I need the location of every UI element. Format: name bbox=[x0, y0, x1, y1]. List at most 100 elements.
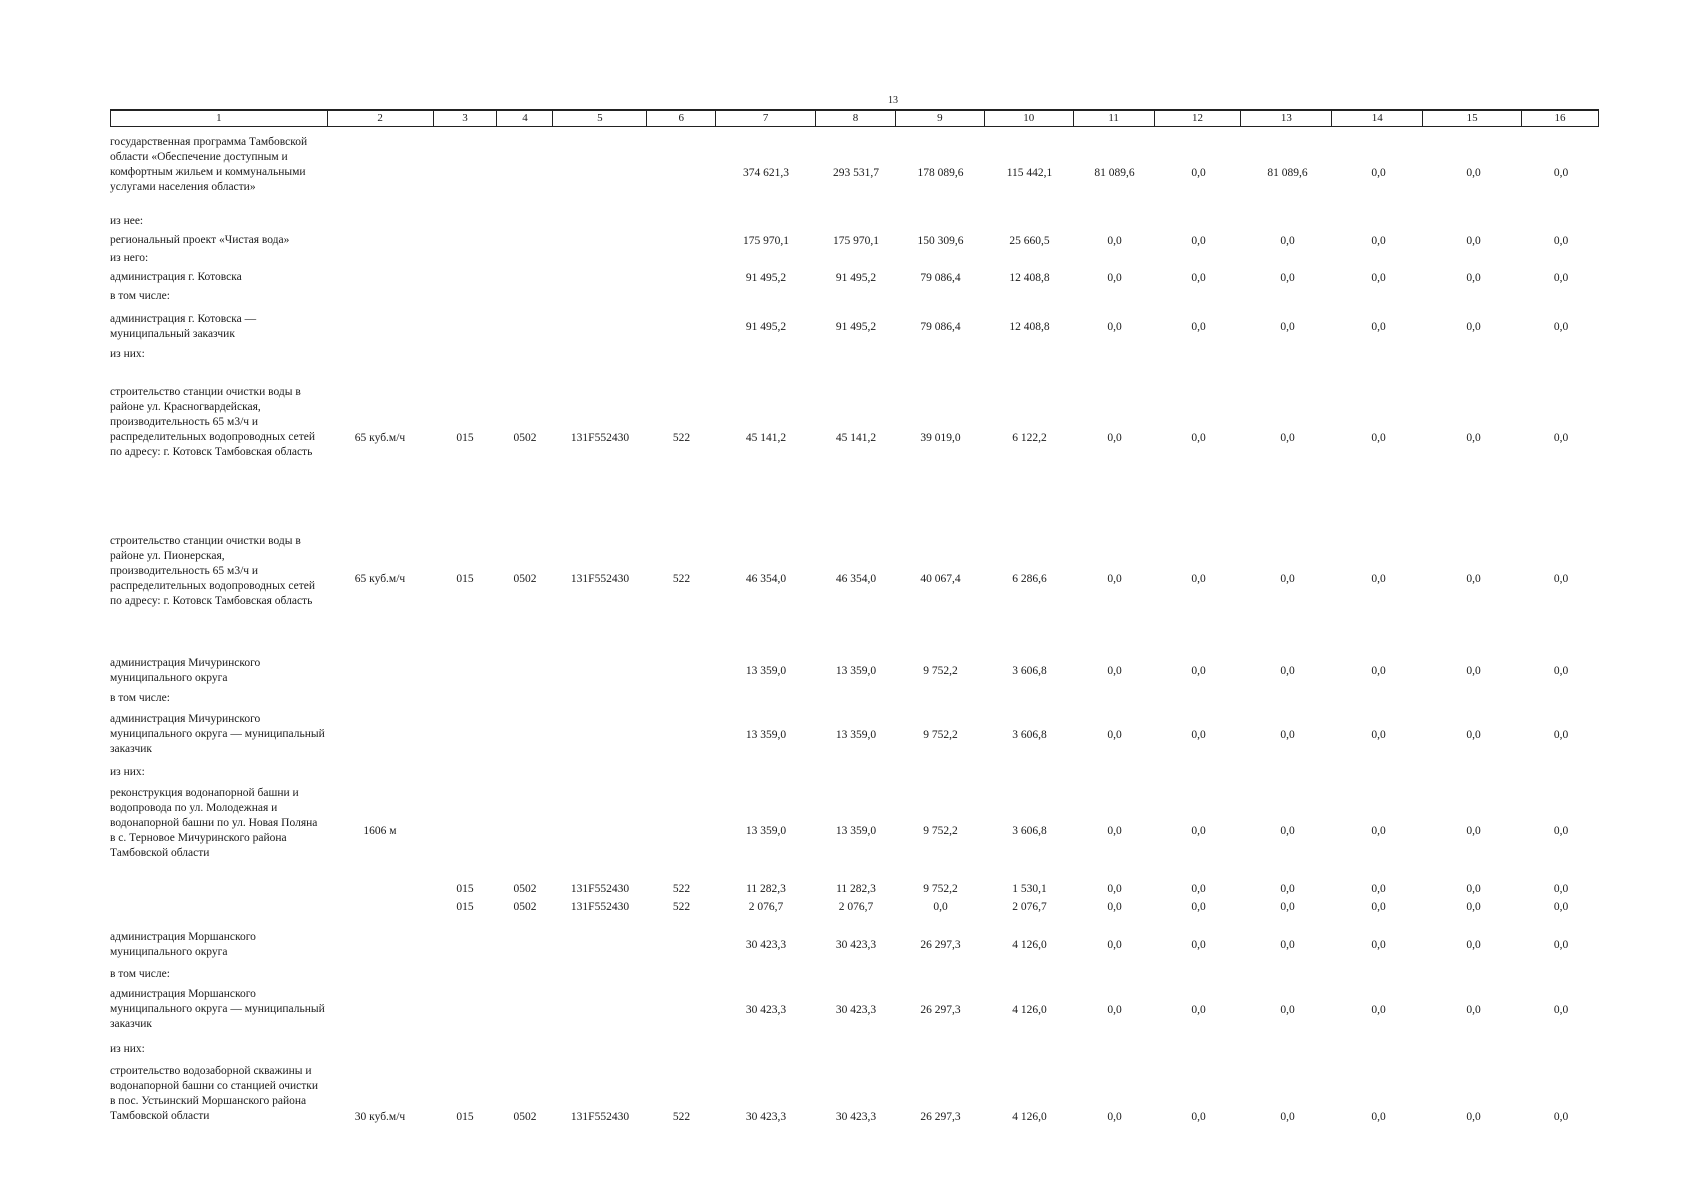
cell-col-14: 0,0 bbox=[1371, 321, 1386, 333]
cell-col-9: 0,0 bbox=[933, 901, 948, 913]
table-row: администрация Мичуринского муниципальног… bbox=[110, 656, 1599, 686]
row-label: строительство станции очистки воды в рай… bbox=[110, 535, 316, 607]
cell-col-16: 0,0 bbox=[1553, 573, 1569, 585]
cell-col-3: 015 bbox=[456, 1110, 474, 1123]
header-col-7: 7 bbox=[716, 111, 817, 126]
page-number: 13 bbox=[888, 95, 898, 106]
cell-col-12: 0,0 bbox=[1191, 272, 1206, 284]
cell-col-10: 6 122,2 bbox=[1012, 431, 1047, 444]
table-row: 015 0502 131F552430 522 11 282,3 11 282,3 9 75… bbox=[110, 881, 1599, 897]
cell-col-15: 0,0 bbox=[1466, 1110, 1481, 1123]
cell-col-12: 0,0 bbox=[1191, 728, 1206, 741]
cell-col-12: 0,0 bbox=[1191, 431, 1206, 444]
cell-col-15: 0,0 bbox=[1466, 1003, 1481, 1016]
cell-col-12: 0,0 bbox=[1191, 665, 1206, 677]
cell-col-3: 015 bbox=[456, 883, 474, 895]
cell-col-7: 11 282,3 bbox=[746, 883, 786, 895]
table-row: администрация Моршанского муниципального… bbox=[110, 930, 1599, 960]
row-label: администрация Мичуринского муниципальног… bbox=[110, 657, 261, 684]
cell-col-14: 0,0 bbox=[1371, 166, 1386, 179]
cell-col-16: 0,0 bbox=[1553, 939, 1569, 951]
cell-col-4: 0502 bbox=[513, 901, 537, 913]
table-row: государственная программа Тамбовской обл… bbox=[110, 135, 1599, 210]
cell-col-9: 79 086,4 bbox=[920, 272, 961, 284]
cell-col-9: 40 067,4 bbox=[920, 573, 961, 585]
cell-col-11: 0,0 bbox=[1107, 272, 1122, 284]
cell-col-10: 3 606,8 bbox=[1012, 825, 1047, 837]
cell-col-13: 0,0 bbox=[1280, 665, 1295, 677]
cell-col-13: 0,0 bbox=[1280, 939, 1295, 951]
cell-col-14: 0,0 bbox=[1371, 901, 1386, 913]
cell-col-14: 0,0 bbox=[1371, 235, 1386, 247]
header-col-2: 2 bbox=[328, 111, 434, 126]
cell-col-8: 46 354,0 bbox=[835, 573, 877, 585]
cell-col-9: 26 297,3 bbox=[920, 939, 961, 951]
header-col-14: 14 bbox=[1332, 111, 1424, 126]
header-col-12: 12 bbox=[1155, 111, 1242, 126]
cell-col-14: 0,0 bbox=[1371, 939, 1386, 951]
cell-col-11: 0,0 bbox=[1107, 825, 1122, 837]
cell-col-8: 45 141,2 bbox=[835, 431, 877, 444]
cell-col-11: 0,0 bbox=[1107, 1110, 1122, 1123]
header-col-4: 4 bbox=[497, 111, 554, 126]
cell-col-15: 0,0 bbox=[1466, 166, 1481, 179]
cell-col-14: 0,0 bbox=[1371, 728, 1386, 741]
row-label: из них: bbox=[110, 1043, 145, 1055]
row-label: из нее: bbox=[110, 215, 144, 227]
table-row: администрация Моршанского муниципального… bbox=[110, 987, 1599, 1032]
row-label: администрация Моршанского муниципального… bbox=[110, 931, 256, 958]
cell-col-7: 13 359,0 bbox=[745, 728, 787, 741]
cell-col-16: 0,0 bbox=[1553, 883, 1569, 895]
cell-col-11: 0,0 bbox=[1107, 235, 1122, 247]
cell-col-11: 0,0 bbox=[1107, 939, 1122, 951]
cell-col-10: 3 606,8 bbox=[1012, 665, 1047, 677]
cell-col-15: 0,0 bbox=[1466, 901, 1481, 913]
cell-col-12: 0,0 bbox=[1191, 166, 1206, 179]
cell-col-14: 0,0 bbox=[1371, 272, 1386, 284]
cell-col-7: 13 359,0 bbox=[745, 825, 787, 837]
cell-col-10: 6 286,6 bbox=[1012, 573, 1047, 585]
cell-col-7: 13 359,0 bbox=[745, 665, 787, 677]
table-row: из них: bbox=[110, 347, 1599, 363]
cell-col-6: 522 bbox=[672, 1110, 691, 1123]
cell-col-5: 131F552430 bbox=[570, 901, 630, 913]
cell-col-13: 0,0 bbox=[1280, 431, 1295, 444]
cell-col-8: 13 359,0 bbox=[835, 665, 877, 677]
table-row: администрация г. Котовска — муниципальны… bbox=[110, 312, 1599, 342]
cell-col-10: 4 126,0 bbox=[1012, 1110, 1047, 1123]
cell-col-8: 293 531,7 bbox=[833, 166, 879, 179]
cell-col-7: 46 354,0 bbox=[745, 573, 787, 585]
cell-col-7: 30 423,3 bbox=[745, 1003, 787, 1016]
cell-col-11: 0,0 bbox=[1107, 883, 1122, 895]
cell-col-15: 0,0 bbox=[1466, 728, 1481, 741]
cell-col-13: 0,0 bbox=[1280, 321, 1295, 333]
cell-col-13: 0,0 bbox=[1280, 573, 1295, 585]
cell-col-16: 0,0 bbox=[1553, 901, 1569, 913]
header-col-11: 11 bbox=[1074, 111, 1155, 126]
cell-col-16: 0,0 bbox=[1553, 235, 1569, 247]
cell-col-11: 81 089,6 bbox=[1094, 166, 1135, 179]
cell-col-8: 30 423,3 bbox=[835, 939, 877, 951]
cell-col-8: 30 423,3 bbox=[835, 1003, 877, 1016]
cell-col-7: 175 970,1 bbox=[743, 235, 789, 247]
cell-col-9: 79 086,4 bbox=[920, 321, 961, 333]
row-label: в том числе: bbox=[110, 290, 170, 302]
cell-col-15: 0,0 bbox=[1466, 939, 1481, 951]
header-col-6: 6 bbox=[647, 111, 717, 126]
cell-col-7: 91 495,2 bbox=[745, 321, 787, 333]
cell-col-3: 015 bbox=[456, 431, 474, 444]
cell-col-13: 0,0 bbox=[1280, 235, 1295, 247]
header-col-9: 9 bbox=[896, 111, 985, 126]
table-row: из нее: bbox=[110, 214, 1599, 230]
table-row: в том числе: bbox=[110, 967, 1599, 983]
cell-col-9: 26 297,3 bbox=[920, 1110, 961, 1123]
cell-col-10: 4 126,0 bbox=[1012, 1003, 1047, 1016]
cell-col-9: 178 089,6 bbox=[917, 166, 964, 179]
cell-col-13: 81 089,6 bbox=[1267, 166, 1308, 179]
table-row: 015 0502 131F552430 522 2 076,7 2 076,7 0,0 2 0… bbox=[110, 899, 1599, 915]
cell-col-15: 0,0 bbox=[1466, 883, 1481, 895]
header-col-3: 3 bbox=[434, 111, 498, 126]
cell-col-2: 65 куб.м/ч bbox=[354, 573, 406, 585]
cell-col-12: 0,0 bbox=[1191, 825, 1206, 837]
cell-col-12: 0,0 bbox=[1191, 901, 1206, 913]
